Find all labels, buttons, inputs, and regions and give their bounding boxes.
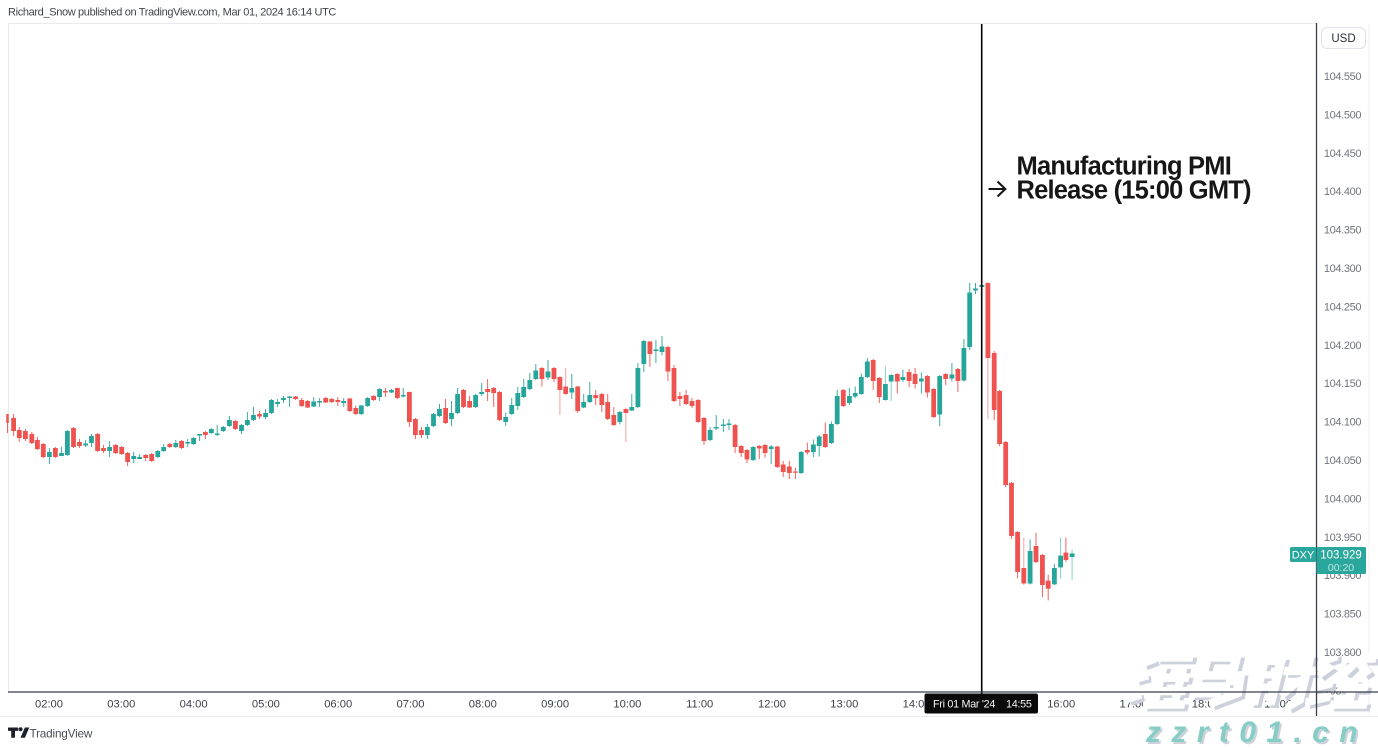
svg-text:104.450: 104.450	[1324, 148, 1362, 160]
svg-text:05:00: 05:00	[252, 699, 280, 711]
svg-text:USD: USD	[1331, 33, 1355, 45]
svg-text:104.550: 104.550	[1324, 71, 1362, 83]
svg-text:104.200: 104.200	[1324, 340, 1362, 352]
svg-text:Fri 01 Mar '24: Fri 01 Mar '24	[933, 699, 995, 711]
svg-text:DXY: DXY	[1292, 550, 1315, 562]
svg-text:104.400: 104.400	[1324, 186, 1362, 198]
svg-text:04:00: 04:00	[180, 699, 208, 711]
svg-text:103.929: 103.929	[1320, 550, 1362, 562]
svg-text:14:00: 14:00	[903, 699, 931, 711]
svg-text:00:20: 00:20	[1328, 562, 1354, 574]
svg-text:104.350: 104.350	[1324, 225, 1362, 237]
svg-text:104.100: 104.100	[1324, 417, 1362, 429]
svg-text:104.000: 104.000	[1324, 493, 1362, 505]
svg-text:103.950: 103.950	[1324, 532, 1362, 544]
svg-text:104.500: 104.500	[1324, 109, 1362, 121]
svg-text:12:00: 12:00	[758, 699, 786, 711]
svg-text:16:00: 16:00	[1047, 699, 1075, 711]
svg-text:TradingView: TradingView	[30, 726, 93, 740]
svg-text:03:00: 03:00	[107, 699, 135, 711]
svg-text:104.300: 104.300	[1324, 263, 1362, 275]
svg-text:104.150: 104.150	[1324, 378, 1362, 390]
svg-text:103.800: 103.800	[1324, 647, 1362, 659]
svg-text:09:00: 09:00	[541, 699, 569, 711]
svg-text:10:00: 10:00	[613, 699, 641, 711]
svg-text:14:55: 14:55	[1006, 699, 1032, 711]
svg-text:104.050: 104.050	[1324, 455, 1362, 467]
svg-text:Release (15:00 GMT): Release (15:00 GMT)	[1017, 177, 1252, 205]
svg-text:Richard_Snow published on Trad: Richard_Snow published on TradingView.co…	[8, 7, 336, 19]
svg-text:Manufacturing PMI: Manufacturing PMI	[1017, 153, 1231, 181]
svg-text:104.250: 104.250	[1324, 301, 1362, 313]
svg-text:zzrt01.cn: zzrt01.cn	[1145, 716, 1368, 748]
svg-text:06:00: 06:00	[324, 699, 352, 711]
svg-text:13:00: 13:00	[830, 699, 858, 711]
svg-text:08:00: 08:00	[469, 699, 497, 711]
svg-text:07:00: 07:00	[397, 699, 425, 711]
svg-text:11:00: 11:00	[686, 699, 713, 711]
svg-text:02:00: 02:00	[35, 699, 63, 711]
svg-text:103.850: 103.850	[1324, 609, 1362, 621]
